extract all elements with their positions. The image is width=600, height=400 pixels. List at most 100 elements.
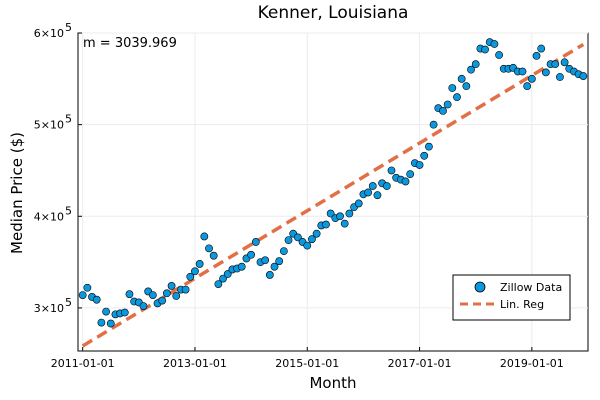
data-point [373,191,382,200]
x-tick-label: 2011-01-01 [51,357,115,370]
data-point [429,120,438,129]
data-point [195,260,204,268]
data-point [247,250,256,259]
regression-line-group [81,42,585,348]
y-tick-mantissa: 6×10 [34,27,64,40]
x-tick-label: 2015-01-01 [275,357,339,370]
data-point [439,106,447,115]
legend-label-zillow-data: Zillow Data [500,281,562,294]
data-point [78,291,87,299]
data-point [102,307,110,316]
data-point [481,45,489,54]
data-point [219,274,227,283]
data-point [364,188,372,197]
data-point [186,272,195,281]
y-tick-label: 5×10 [34,119,64,132]
data-point [158,296,167,305]
data-point [541,68,550,77]
data-point [223,270,232,278]
data-point [556,73,564,81]
y-tick-exponent: 5 [65,113,72,126]
data-point [205,244,213,253]
y-tick-label: 3×10 [34,302,64,315]
data-point [270,262,279,271]
data-point [425,142,433,151]
data-point [382,182,391,190]
data-point [214,280,223,289]
x-axis-title: Month [309,374,356,392]
regression-line [81,42,585,348]
data-point [181,285,190,294]
data-point [106,319,115,328]
data-point [92,295,101,304]
data-point [97,318,106,327]
data-point [518,67,527,76]
y-axis-title: Median Price ($) [8,132,26,254]
data-point [275,257,284,266]
legend-marker-zillow-data [474,281,486,293]
data-point [420,151,429,160]
data-point [340,219,349,228]
y-tick-exponent: 5 [65,21,72,34]
data-point [237,262,246,271]
x-tick-label: 2013-01-01 [163,357,227,370]
legend: Zillow Data Lin. Reg [452,274,571,321]
data-point [368,182,377,190]
data-point [209,251,218,260]
data-point [322,220,330,229]
data-point [448,84,457,92]
data-point [148,291,157,299]
x-tick-label: 2017-01-01 [388,357,452,370]
data-point [125,290,134,299]
data-point [312,229,321,238]
data-point [527,74,536,83]
data-point [443,100,452,109]
data-point [284,236,293,245]
data-point [120,308,129,317]
data-point [336,212,344,221]
y-tick-mantissa: 4×10 [34,210,64,223]
data-point [457,74,466,83]
data-point [172,292,181,300]
data-point [495,51,504,59]
data-point [401,177,410,186]
data-point [308,235,316,244]
data-point [471,60,480,69]
data-point [326,209,335,218]
data-point [560,58,569,67]
data-point [261,256,270,265]
data-point [387,166,396,175]
data-point [251,238,260,246]
tick-labels: 2011-01-01 2013-01-01 2015-01-01 2017-01-01… [34,21,564,370]
y-tick-exponent: 5 [65,296,72,309]
data-point [406,170,415,179]
legend-label-lin-reg: Lin. Reg [500,298,544,311]
slope-annotation: m = 3039.969 [83,36,177,51]
data-point [467,65,475,74]
data-point [303,241,312,250]
data-point [139,302,148,310]
chart-title: Kenner, Louisiana [258,3,409,23]
data-point [345,209,354,218]
data-point [279,247,288,256]
legend-box [452,274,571,321]
data-point [579,72,588,80]
scatter-points-group [78,38,588,328]
y-tick-mantissa: 3×10 [34,302,64,315]
y-tick-label: 6×10 [34,27,64,40]
data-point [83,283,92,292]
data-point [265,271,274,279]
x-tick-label: 2019-01-01 [500,357,564,370]
data-point [551,60,560,69]
y-tick-mantissa: 5×10 [34,119,64,132]
data-point [453,93,461,102]
data-point [162,289,171,298]
y-tick-label: 4×10 [34,210,64,223]
data-point [200,232,209,241]
data-point [523,82,532,91]
data-point [537,44,546,53]
data-point [415,161,424,169]
data-point [294,233,302,242]
data-point [532,52,541,60]
